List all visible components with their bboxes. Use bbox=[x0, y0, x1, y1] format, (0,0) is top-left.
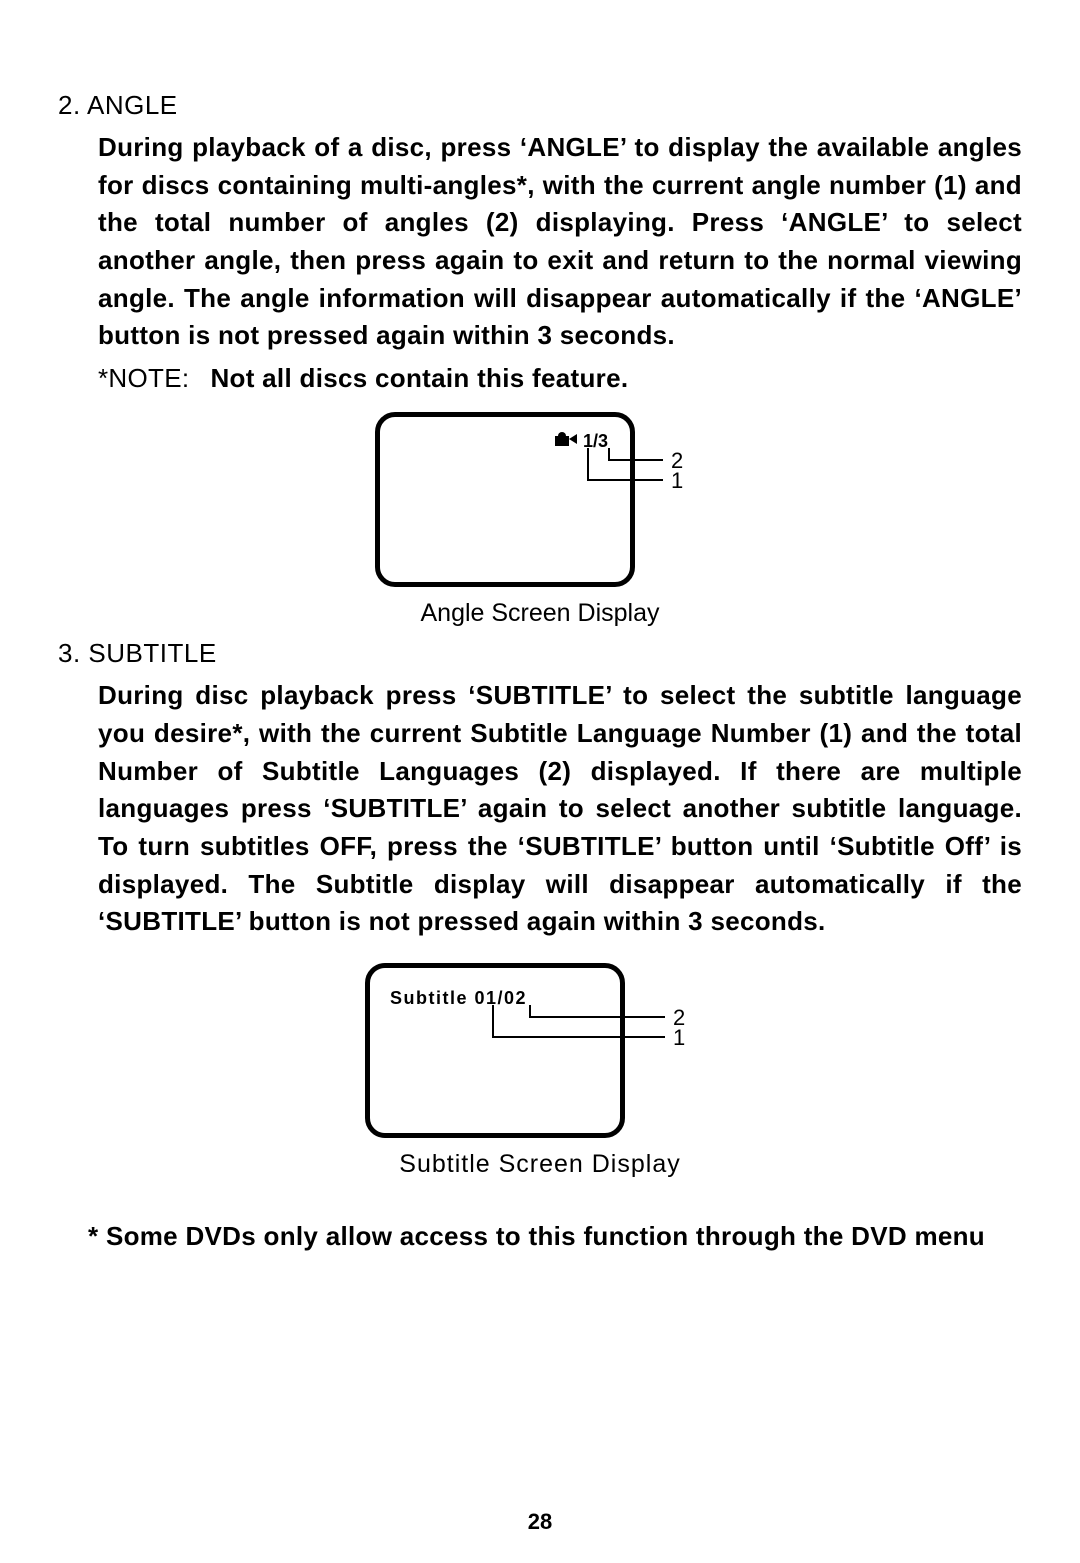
angle-note: *NOTE: Not all discs contain this featur… bbox=[58, 363, 1022, 394]
footnote: * Some DVDs only allow access to this fu… bbox=[58, 1221, 1022, 1252]
subtitle-body: During disc playback press ‘SUBTITLE’ to… bbox=[58, 677, 1022, 941]
section-subtitle: 3. SUBTITLE During disc playback press ‘… bbox=[58, 638, 1022, 1179]
angle-callout-1: 1 bbox=[671, 468, 683, 494]
angle-screen-rect: 1/3 bbox=[375, 412, 635, 587]
angle-screen-label: 1/3 bbox=[555, 431, 608, 452]
note-label: *NOTE: bbox=[98, 363, 189, 393]
angle-diagram: 1/3 2 1 Angle Screen Display bbox=[58, 412, 1022, 628]
angle-caption: Angle Screen Display bbox=[420, 599, 659, 628]
subtitle-caption: Subtitle Screen Display bbox=[399, 1150, 680, 1179]
subtitle-diagram: Subtitle 01/02 2 1 Subtitle Screen Displ… bbox=[58, 963, 1022, 1179]
note-text: Not all discs contain this feature. bbox=[210, 363, 628, 393]
subtitle-heading: 3. SUBTITLE bbox=[58, 638, 1022, 669]
subtitle-screen-rect: Subtitle 01/02 bbox=[365, 963, 625, 1138]
angle-display-text: 1/3 bbox=[583, 431, 608, 452]
angle-body: During playback of a disc, press ‘ANGLE’… bbox=[58, 129, 1022, 355]
page-number: 28 bbox=[0, 1509, 1080, 1535]
angle-heading: 2. ANGLE bbox=[58, 90, 1022, 121]
camera-icon bbox=[555, 432, 577, 451]
subtitle-screen-label: Subtitle 01/02 bbox=[390, 988, 527, 1009]
section-angle: 2. ANGLE During playback of a disc, pres… bbox=[58, 90, 1022, 628]
subtitle-callout-1: 1 bbox=[673, 1025, 685, 1051]
